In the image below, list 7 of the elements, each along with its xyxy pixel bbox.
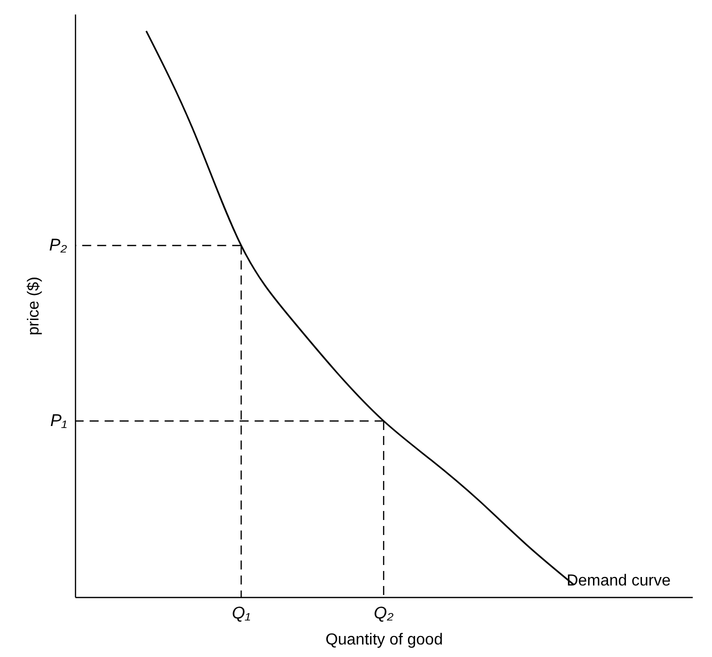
- x-tick-label: Q₁: [232, 604, 250, 622]
- y-axis-title: price ($): [26, 276, 42, 336]
- ref-line-label: P₂: [49, 236, 68, 254]
- ref-line-label: P₁: [50, 410, 67, 430]
- series-label: Demand curve: [566, 572, 671, 590]
- x-tick-label: Q₂: [374, 604, 394, 622]
- x-axis-title: Quantity of good: [325, 632, 443, 648]
